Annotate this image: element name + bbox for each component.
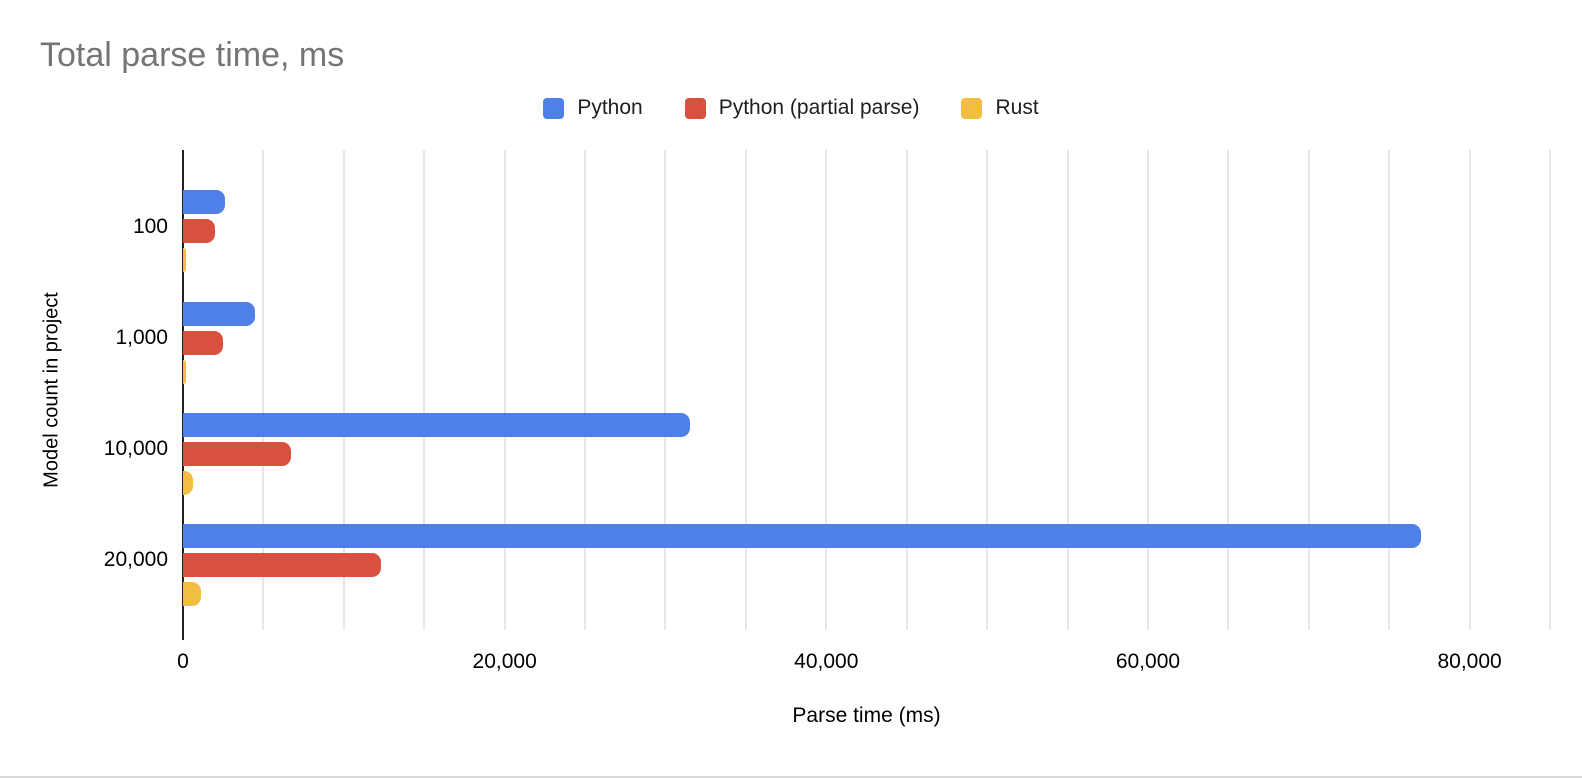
x-tick-label: 80,000 [1437,650,1502,673]
y-tick-label: 100 [132,214,168,238]
bar-python-1-000 [183,301,256,326]
bar-python-20-000 [183,523,1422,548]
gridline [1307,150,1310,630]
y-axis-title: Model count in project [40,292,63,488]
gridline [1146,150,1149,630]
x-tick-label: 20,000 [472,650,537,673]
gridline [986,150,989,630]
bar-rust-20-000 [183,581,202,606]
gridline [1388,150,1391,630]
legend-item-rust: Rust [961,96,1039,120]
bar-python-partial-parse-10-000 [183,441,291,466]
legend-swatch-python-partial-parse [684,97,706,119]
bar-python-partial-parse-20-000 [183,552,381,577]
legend-label: Python (partial parse) [718,96,920,119]
bar-python-partial-parse-1-000 [183,330,224,355]
y-tick-label: 10,000 [103,437,168,461]
legend-label: Python [577,96,643,119]
bar-python-10-000 [183,412,690,437]
legend-label: Rust [995,96,1039,119]
gridline [1227,150,1230,630]
gridline [664,150,667,630]
x-axis-title: Parse time (ms) [792,704,941,727]
gridline [744,150,747,630]
gridline [584,150,587,630]
y-tick-label: 1,000 [115,326,168,350]
chart-title: Total parse time, ms [40,36,345,74]
bar-rust-100 [183,248,186,273]
bar-python-partial-parse-100 [183,219,216,244]
x-tick-label: 0 [177,650,189,673]
gridline [342,150,345,630]
gridline [825,150,828,630]
y-axis-line [182,150,184,640]
gridline [423,150,426,630]
x-tick-label: 40,000 [794,650,859,673]
legend-swatch-rust [961,97,983,119]
gridline [1549,150,1551,630]
gridline [262,150,265,630]
bar-python-100 [183,190,225,215]
gridline [1468,150,1471,630]
legend-item-python: Python [543,96,643,120]
gridline [1066,150,1069,630]
legend: Python Python (partial parse) Rust [0,96,1582,120]
y-tick-label: 20,000 [103,548,168,572]
gridline [905,150,908,630]
legend-swatch-python [543,97,565,119]
legend-item-python-partial-parse: Python (partial parse) [684,96,920,120]
bar-rust-10-000 [183,470,194,495]
x-tick-label: 60,000 [1115,650,1181,673]
plot-area: 100 1,000 10,000 20,000 0 20,000 40,000 60,000 8… [104,150,1551,673]
bar-rust-1-000 [183,359,186,384]
gridline [503,150,506,630]
